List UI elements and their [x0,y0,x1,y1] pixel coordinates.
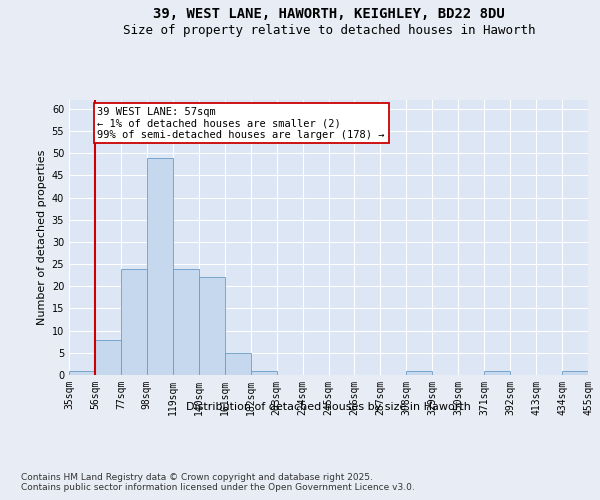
Bar [225,353,251,375]
Text: 39, WEST LANE, HAWORTH, KEIGHLEY, BD22 8DU: 39, WEST LANE, HAWORTH, KEIGHLEY, BD22 8… [153,8,505,22]
Bar [147,158,173,375]
Bar [121,268,147,375]
Bar [406,370,432,375]
Bar [173,268,199,375]
Bar [562,370,588,375]
Y-axis label: Number of detached properties: Number of detached properties [37,150,47,325]
Bar [69,370,95,375]
Bar [251,370,277,375]
Bar [199,278,224,375]
Bar [484,370,510,375]
Text: 39 WEST LANE: 57sqm
← 1% of detached houses are smaller (2)
99% of semi-detached: 39 WEST LANE: 57sqm ← 1% of detached hou… [97,106,385,140]
Bar [95,340,121,375]
Text: Distribution of detached houses by size in Haworth: Distribution of detached houses by size … [187,402,471,412]
Text: Size of property relative to detached houses in Haworth: Size of property relative to detached ho… [122,24,535,37]
Text: Contains HM Land Registry data © Crown copyright and database right 2025.
Contai: Contains HM Land Registry data © Crown c… [21,472,415,492]
